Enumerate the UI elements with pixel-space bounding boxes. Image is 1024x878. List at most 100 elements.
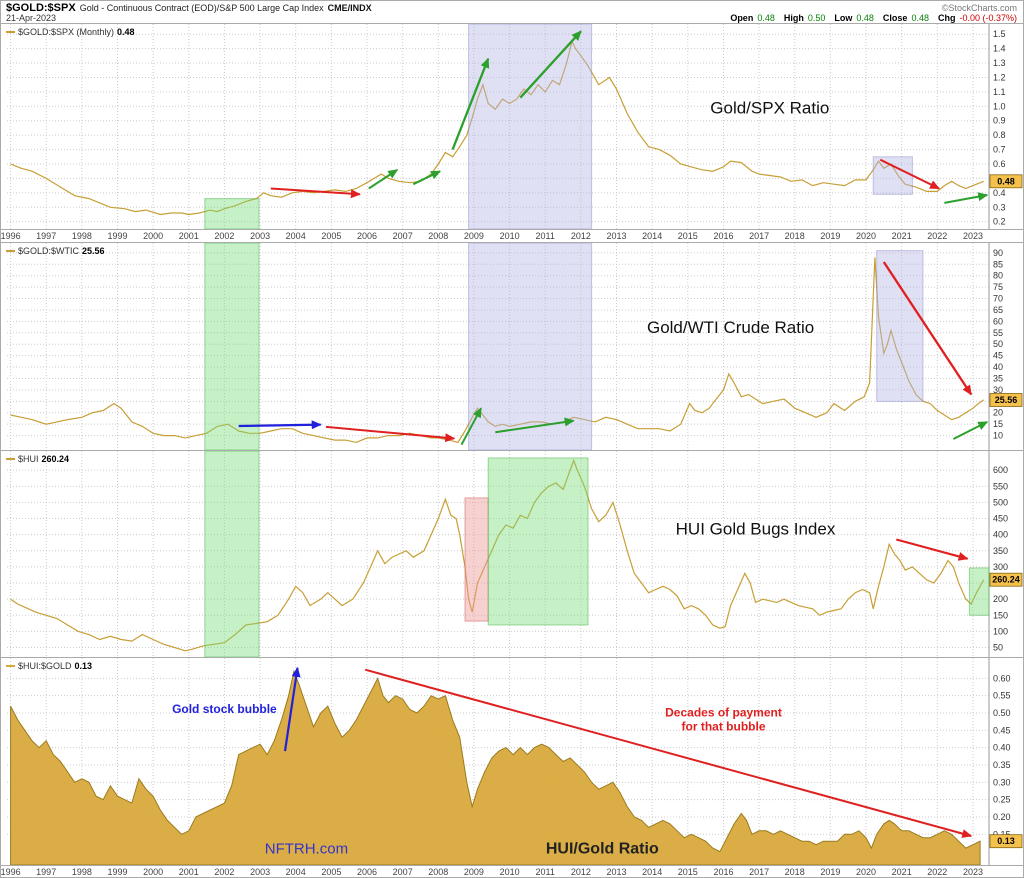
x-axis-year-label: 2014 (642, 231, 663, 241)
annotation-arrow (495, 417, 575, 434)
annotation-label: HUI/Gold Ratio (546, 840, 659, 857)
x-axis-year-label: 2000 (143, 231, 164, 241)
x-axis-year-label: 2013 (606, 867, 627, 877)
legend-value: 260.24 (41, 454, 70, 464)
ticker-description: Gold - Continuous Contract (EOD)/S&P 500… (79, 3, 324, 13)
svg-text:1.3: 1.3 (993, 58, 1006, 68)
svg-text:350: 350 (993, 546, 1008, 556)
x-axis-year-label: 2008 (428, 867, 449, 877)
hui-gold-ratio-plot: Gold stock bubble Decades of payment for t… (7, 658, 1023, 865)
svg-text:0.50: 0.50 (993, 708, 1011, 718)
green-2009-2012-band (487, 457, 589, 626)
svg-text:0.48: 0.48 (997, 176, 1015, 186)
gold-wti-ratio-plot: Gold/WTI Crude Ratio10152025303540455055… (7, 243, 1023, 450)
panel-gold-wti-ratio: Gold/WTI Crude Ratio10152025303540455055… (1, 243, 1023, 451)
panel-legend: $GOLD:$WTIC 25.56 (6, 246, 105, 256)
svg-text:30: 30 (993, 385, 1003, 395)
svg-text:0.55: 0.55 (993, 691, 1011, 701)
gridlines (7, 451, 990, 657)
lavender-2009-2012-band (468, 243, 593, 450)
x-axis-year-label: 2003 (250, 867, 271, 877)
x-axis-year-label: 2010 (499, 231, 520, 241)
x-axis-year-label: 1999 (107, 231, 128, 241)
lavender-2009-2012-band (468, 24, 593, 229)
area-series (10, 669, 981, 865)
svg-text:0.9: 0.9 (993, 116, 1006, 126)
y-axis-labels: 0.15 0.20 0.25 0.30 0.35 0.40 0.45 0.50 0.55 0.60 (993, 673, 1011, 839)
x-axis-year-label: 2015 (677, 231, 698, 241)
chg-value: -0.00 (-0.37%) (959, 13, 1017, 23)
x-axis-year-label: 1997 (36, 867, 57, 877)
x-axis-year-label: 2017 (749, 867, 770, 877)
x-axis-year-label: 2007 (392, 231, 413, 241)
x-axis-year-label: 1998 (71, 231, 92, 241)
last-price-badge: 0.48 (989, 174, 1023, 189)
x-axis-year-label: 2021 (891, 231, 912, 241)
x-axis-year-label: 2000 (143, 867, 164, 877)
x-axis-bottom: 1996 1997 1998 1999 2000 2001 2002 2003 2004 2005… (1, 866, 1023, 877)
x-axis-year-label: 2009 (463, 231, 484, 241)
low-label: Low (834, 13, 853, 23)
x-axis-year-label: 2023 (962, 867, 984, 877)
series-swatch-icon (6, 458, 15, 460)
series-swatch-icon (6, 31, 15, 33)
x-axis-year-label: 2008 (428, 231, 449, 241)
close-label: Close (882, 13, 908, 23)
svg-text:45: 45 (993, 351, 1003, 361)
svg-text:1.5: 1.5 (993, 29, 1006, 39)
annotation-arrow (944, 192, 989, 204)
svg-text:0.13: 0.13 (997, 836, 1015, 846)
x-axis-year-label: 1996 (1, 231, 21, 241)
x-axis-year-label: 2007 (392, 867, 413, 877)
exchange-label: CME/INDX (327, 3, 372, 13)
header-quote-row: 21-Apr-2023 Open 0.48 High 0.50 Low 0.48… (6, 13, 1017, 23)
x-axis-year-label: 2012 (570, 231, 591, 241)
svg-text:150: 150 (993, 610, 1008, 620)
copyright: ©StockCharts.com (941, 3, 1017, 13)
svg-text:0.60: 0.60 (993, 673, 1011, 683)
svg-text:300: 300 (993, 562, 1008, 572)
price-line (10, 458, 985, 652)
annotation-arrow (412, 170, 441, 186)
x-axis-year-label: 2005 (321, 231, 342, 241)
svg-text:80: 80 (993, 271, 1003, 281)
header-title-row: $GOLD:$SPX Gold - Continuous Contract (E… (6, 2, 1017, 14)
last-price-badge: 0.13 (989, 834, 1023, 849)
close-value: 0.48 (911, 13, 929, 23)
x-axis-year-label: 2010 (499, 867, 520, 877)
x-axis-year-label: 2018 (784, 867, 805, 877)
svg-text:90: 90 (993, 248, 1003, 258)
svg-text:0.40: 0.40 (993, 743, 1011, 753)
pink-2008-crash-band (464, 497, 489, 622)
open-label: Open (730, 13, 754, 23)
svg-text:10: 10 (993, 431, 1003, 441)
svg-text:550: 550 (993, 481, 1008, 491)
svg-text:450: 450 (993, 514, 1008, 524)
svg-text:20: 20 (993, 408, 1003, 418)
chart-body: Gold/SPX Ratio0.20.30.40.50.60.70.80.91.… (1, 23, 1023, 877)
svg-text:1.2: 1.2 (993, 72, 1006, 82)
panel-gold-spx-ratio: Gold/SPX Ratio0.20.30.40.50.60.70.80.91.… (1, 24, 1023, 230)
panel-legend: $HUI 260.24 (6, 454, 69, 464)
gridlines (7, 24, 990, 229)
legend-name: $HUI:$GOLD (18, 661, 72, 671)
svg-text:65: 65 (993, 305, 1003, 315)
svg-text:0.15: 0.15 (993, 829, 1011, 839)
legend-value: 25.56 (82, 246, 105, 256)
annotation-arrow (283, 666, 301, 752)
price-line (10, 39, 984, 216)
x-axis-top: 1996 1997 1998 1999 2000 2001 2002 2003 2004 2005… (1, 230, 1023, 243)
svg-text:40: 40 (993, 362, 1003, 372)
low-value: 0.48 (856, 13, 874, 23)
annotation-label: Decades of payment for that bubble (665, 705, 782, 733)
svg-text:1.0: 1.0 (993, 101, 1006, 111)
series-swatch-icon (6, 250, 15, 252)
gold-spx-ratio-plot: Gold/SPX Ratio0.20.30.40.50.60.70.80.91.… (7, 24, 1023, 229)
svg-text:60: 60 (993, 316, 1003, 326)
annotation-arrow (238, 420, 322, 430)
ticker-symbol: $GOLD:$SPX (6, 2, 76, 14)
annotation-arrow (325, 425, 456, 443)
y-axis-labels: 1015202530354045505560657075808590 (993, 248, 1003, 441)
svg-text:50: 50 (993, 339, 1003, 349)
x-axis-year-label: 2020 (855, 231, 877, 241)
